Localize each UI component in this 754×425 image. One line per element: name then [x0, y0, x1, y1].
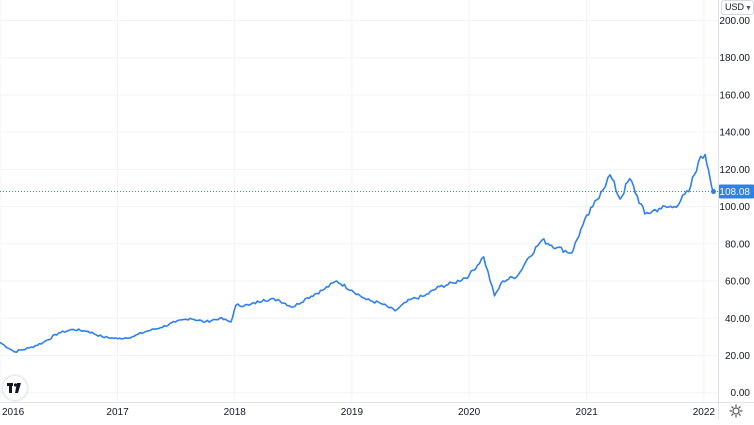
y-tick-label: 160.00: [719, 90, 750, 101]
x-tick-label: 2022: [693, 407, 716, 418]
tradingview-logo-icon[interactable]: [3, 376, 27, 400]
y-tick-label: 20.00: [725, 351, 750, 362]
currency-label: USD: [725, 2, 745, 12]
y-tick-label: 120.00: [719, 165, 750, 176]
x-tick-label: 2021: [576, 407, 599, 418]
gear-icon[interactable]: [729, 404, 743, 418]
y-tick-label: 60.00: [725, 277, 750, 288]
last-price-label: 108.08: [719, 187, 750, 198]
logo-mark: [7, 383, 21, 393]
x-tick-label: 2020: [458, 407, 481, 418]
y-tick-label: 0.00: [731, 388, 751, 399]
y-tick-label: 180.00: [719, 53, 750, 64]
grid-lines: [0, 0, 718, 402]
y-tick-label: 80.00: [725, 239, 750, 250]
chevron-down-icon: ▼: [745, 5, 752, 12]
y-tick-label: 140.00: [719, 128, 750, 139]
x-tick-label: 2017: [106, 407, 129, 418]
x-tick-label: 2016: [2, 407, 25, 418]
y-tick-label: 100.00: [719, 202, 750, 213]
price-series: [0, 153, 718, 353]
last-price-badge: [719, 184, 754, 199]
price-line: [0, 153, 715, 353]
y-tick-label: 40.00: [725, 314, 750, 325]
price-label-group: 108.08: [719, 184, 754, 199]
y-tick-label: 200.00: [719, 16, 750, 27]
last-price-point: [711, 189, 717, 195]
currency-selector[interactable]: USD▼: [721, 0, 754, 15]
x-tick-label: 2019: [341, 407, 364, 418]
x-tick-label: 2018: [224, 407, 247, 418]
